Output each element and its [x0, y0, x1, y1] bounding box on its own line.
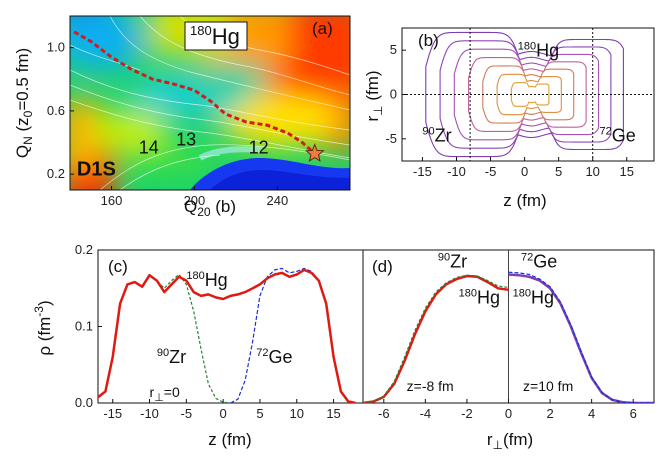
density-contour [439, 40, 612, 149]
x-tick-label: -15 [413, 164, 432, 179]
fission-path [73, 30, 316, 155]
annotation-label: 12 [249, 137, 269, 157]
panel-c-ylabel: ρ (fm-3) [32, 300, 54, 355]
panel-b-reference-lines [402, 28, 654, 161]
x-tick-label: 240 [267, 193, 289, 208]
x-tick-label: 10 [290, 406, 304, 421]
y-tick-label: -5 [385, 131, 397, 146]
annotation-label: 180Hg [186, 270, 227, 290]
series-line [230, 267, 356, 403]
y-tick-label: 0.2 [47, 166, 65, 181]
annotation-label: z=-8 fm [407, 378, 454, 394]
y-tick-label: 0 [390, 87, 397, 102]
panel-b-ylabel: r⊥ (fm) [363, 70, 385, 121]
annotation-label: 90Zr [438, 252, 467, 272]
annotation-label: D1S [77, 158, 116, 180]
x-tick-label: 5 [256, 406, 263, 421]
panel-a-ticks: 160 200 240 0.2 0.6 1.0 [47, 40, 288, 208]
x-tick-label: 0 [521, 164, 528, 179]
density-contour [468, 57, 587, 132]
panel-a-label: (a) [312, 19, 333, 38]
density-contours [425, 31, 624, 158]
x-tick-label: -2 [461, 406, 473, 421]
panel-b-contours: (b) 180Hg 90Zr 72Ge -15 -10 -5 0 5 10 15 -5 0 5 z (… [363, 27, 655, 210]
scission-star-icon [304, 143, 325, 162]
x-tick-label: 15 [620, 164, 634, 179]
x-tick-label: 4 [588, 406, 595, 421]
series-line [508, 271, 654, 403]
y-tick-label: 0.0 [75, 395, 93, 410]
annotation-label: 90Zr [157, 347, 186, 367]
x-tick-label: -10 [447, 164, 466, 179]
panel-a-heatmap: 180Hg (a) D1S 14 13 12 160 200 240 0.2 0.6 1.0 Q… [13, 15, 351, 219]
annotation-label: r⊥=0 [150, 384, 180, 404]
x-tick-label: 6 [630, 406, 637, 421]
annotation-label: 180Hg [459, 288, 500, 308]
x-tick-label: -4 [420, 406, 432, 421]
panel-a-annotations: D1S 14 13 12 [77, 129, 269, 180]
x-tick-label: 200 [184, 193, 206, 208]
panel-d-xlabel: r⊥(fm) [487, 430, 533, 452]
panel-d-annotations: 90Zr 180Hg 72Ge 180Hg z=-8 fm z=10 fm [407, 252, 574, 394]
panel-b-xlabel: z (fm) [503, 191, 546, 210]
panel-c-annotations: 180Hg 90Zr 72Ge r⊥=0 [150, 270, 293, 404]
panel-b-label: (b) [418, 31, 439, 50]
panel-a-ylabel: QN (z0=0.5 fm) [13, 48, 35, 158]
x-tick-label: 5 [555, 164, 562, 179]
y-tick-label: 1.0 [47, 40, 65, 55]
y-tick-label: 0.2 [75, 242, 93, 257]
panel-c-series [98, 267, 356, 403]
y-tick-label: 0.1 [75, 319, 93, 334]
panel-b-ticks: -15 -10 -5 0 5 10 15 -5 0 5 [385, 42, 634, 179]
annotation-label: 180Hg [513, 288, 554, 308]
panel-c-ticks: -15 -10 -5 0 5 10 15 0.0 0.1 0.2 [75, 242, 341, 421]
nucleus-label-box [184, 21, 248, 51]
x-tick-label: 10 [585, 164, 599, 179]
panel-d-series [363, 250, 654, 403]
density-contour [425, 31, 624, 158]
series-line [363, 274, 509, 403]
annotation-label: 14 [139, 137, 159, 157]
x-tick-label: -6 [378, 406, 390, 421]
panel-c-density-z: (c) 180Hg 90Zr 72Ge r⊥=0 -15 -10 -5 0 5 10 15 0.0 0… [32, 242, 364, 449]
x-tick-label: -10 [140, 406, 159, 421]
annotation-label: 72Ge [600, 125, 636, 145]
annotation-label: 13 [176, 129, 196, 149]
panel-c-xlabel: z (fm) [208, 430, 251, 449]
density-contour [496, 73, 562, 116]
density-contour [482, 65, 575, 124]
panel-b-annotations: 180Hg 90Zr 72Ge [422, 40, 635, 145]
x-tick-label: 160 [101, 193, 123, 208]
density-contour [510, 82, 550, 107]
annotation-label: 72Ge [256, 347, 292, 367]
panel-c-label: (c) [108, 257, 128, 276]
x-tick-label: 0 [220, 406, 227, 421]
x-tick-label: 0 [505, 406, 512, 421]
panel-a-xlabel: Q20 (b) [184, 197, 236, 219]
annotation-label: 180Hg [518, 40, 559, 60]
x-tick-label: -15 [103, 406, 122, 421]
y-tick-label: 0.6 [47, 103, 65, 118]
annotation-label: 72Ge [521, 252, 557, 272]
series-line [98, 268, 356, 403]
density-contour [453, 48, 600, 141]
panel-d-label: (d) [372, 257, 393, 276]
annotation-label: 90Zr [422, 125, 451, 145]
panel-a-title: 180Hg [190, 23, 240, 49]
x-tick-label: -5 [485, 164, 497, 179]
annotation-label: z=10 fm [523, 378, 573, 394]
x-tick-label: 2 [546, 406, 553, 421]
x-tick-label: 15 [326, 406, 340, 421]
x-tick-label: -5 [181, 406, 193, 421]
panel-d-ticks: -6 -4 -2 0 2 4 6 [378, 399, 637, 421]
y-tick-label: 5 [390, 42, 397, 57]
